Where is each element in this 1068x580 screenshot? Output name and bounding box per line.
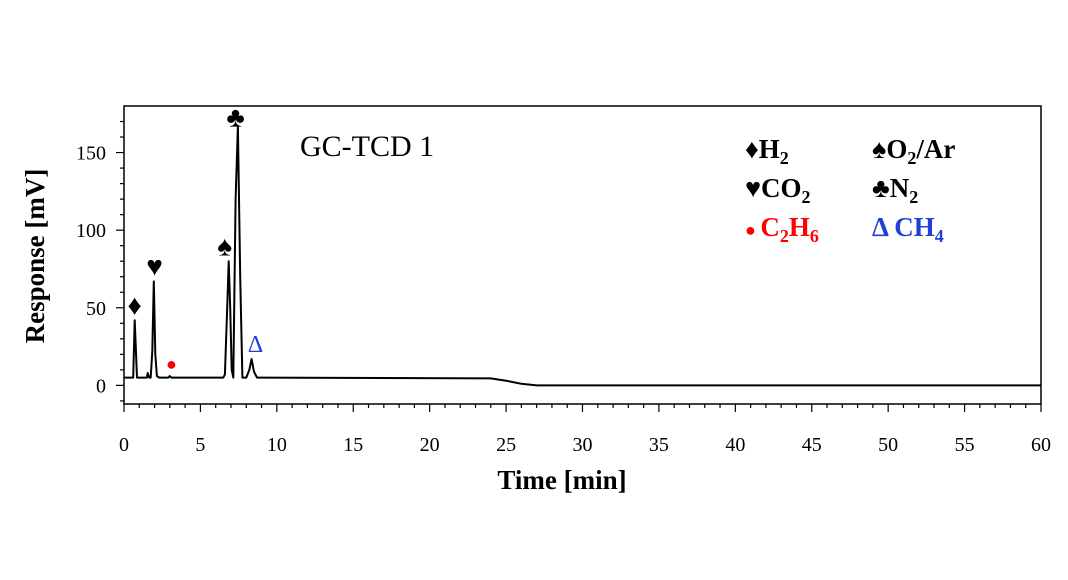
chart-title: GC-TCD 1	[300, 130, 434, 163]
legend-item: ● C2H6	[745, 212, 819, 246]
x-tick-label: 60	[1031, 434, 1051, 456]
legend-item: ♠O2/Ar	[872, 134, 955, 168]
legend: ♦H2 ♠O2/Ar ♥CO2 ♣N2 ● C2H6 Δ CH4	[745, 134, 955, 246]
x-axis-label: Time [min]	[497, 465, 626, 495]
x-tick-label: 30	[573, 434, 593, 456]
x-axis: 0 5 10 15 20 25 30 35 40 45 50 55 60	[119, 404, 1051, 456]
legend-item: ♦H2	[745, 134, 789, 168]
x-tick-label: 50	[878, 434, 898, 456]
x-tick-label: 10	[267, 434, 287, 456]
x-tick-label: 15	[343, 434, 363, 456]
x-tick-label: 35	[649, 434, 669, 456]
x-tick-label: 40	[725, 434, 745, 456]
y-tick-label: 150	[76, 143, 106, 165]
peak-annotations: ♦♥ ● ♠ ♣ Δ	[128, 103, 264, 374]
legend-item: Δ CH4	[872, 212, 944, 246]
peak-marker: ♥	[146, 252, 163, 283]
x-tick-label: 5	[195, 434, 205, 456]
peak-marker: ♦	[128, 290, 142, 321]
x-tick-label: 25	[496, 434, 516, 456]
legend-item: ♣N2	[872, 173, 918, 207]
peak-marker: ♠	[217, 231, 232, 262]
y-tick-label: 100	[76, 220, 106, 242]
x-tick-label: 20	[420, 434, 440, 456]
x-tick-label: 45	[802, 434, 822, 456]
y-axis: 0 50 100 150	[76, 120, 124, 402]
y-tick-label: 50	[86, 298, 106, 320]
peak-marker: Δ	[248, 332, 263, 358]
chromatogram-trace	[124, 125, 1041, 387]
peak-marker: ●	[166, 354, 177, 374]
y-tick-label: 0	[96, 375, 106, 397]
x-tick-label: 0	[119, 434, 129, 456]
peak-marker: ♣	[226, 103, 244, 134]
x-tick-label: 55	[955, 434, 975, 456]
y-axis-label: Response [mV]	[20, 169, 50, 344]
series-layer	[124, 125, 1041, 387]
legend-item: ♥CO2	[745, 173, 811, 207]
